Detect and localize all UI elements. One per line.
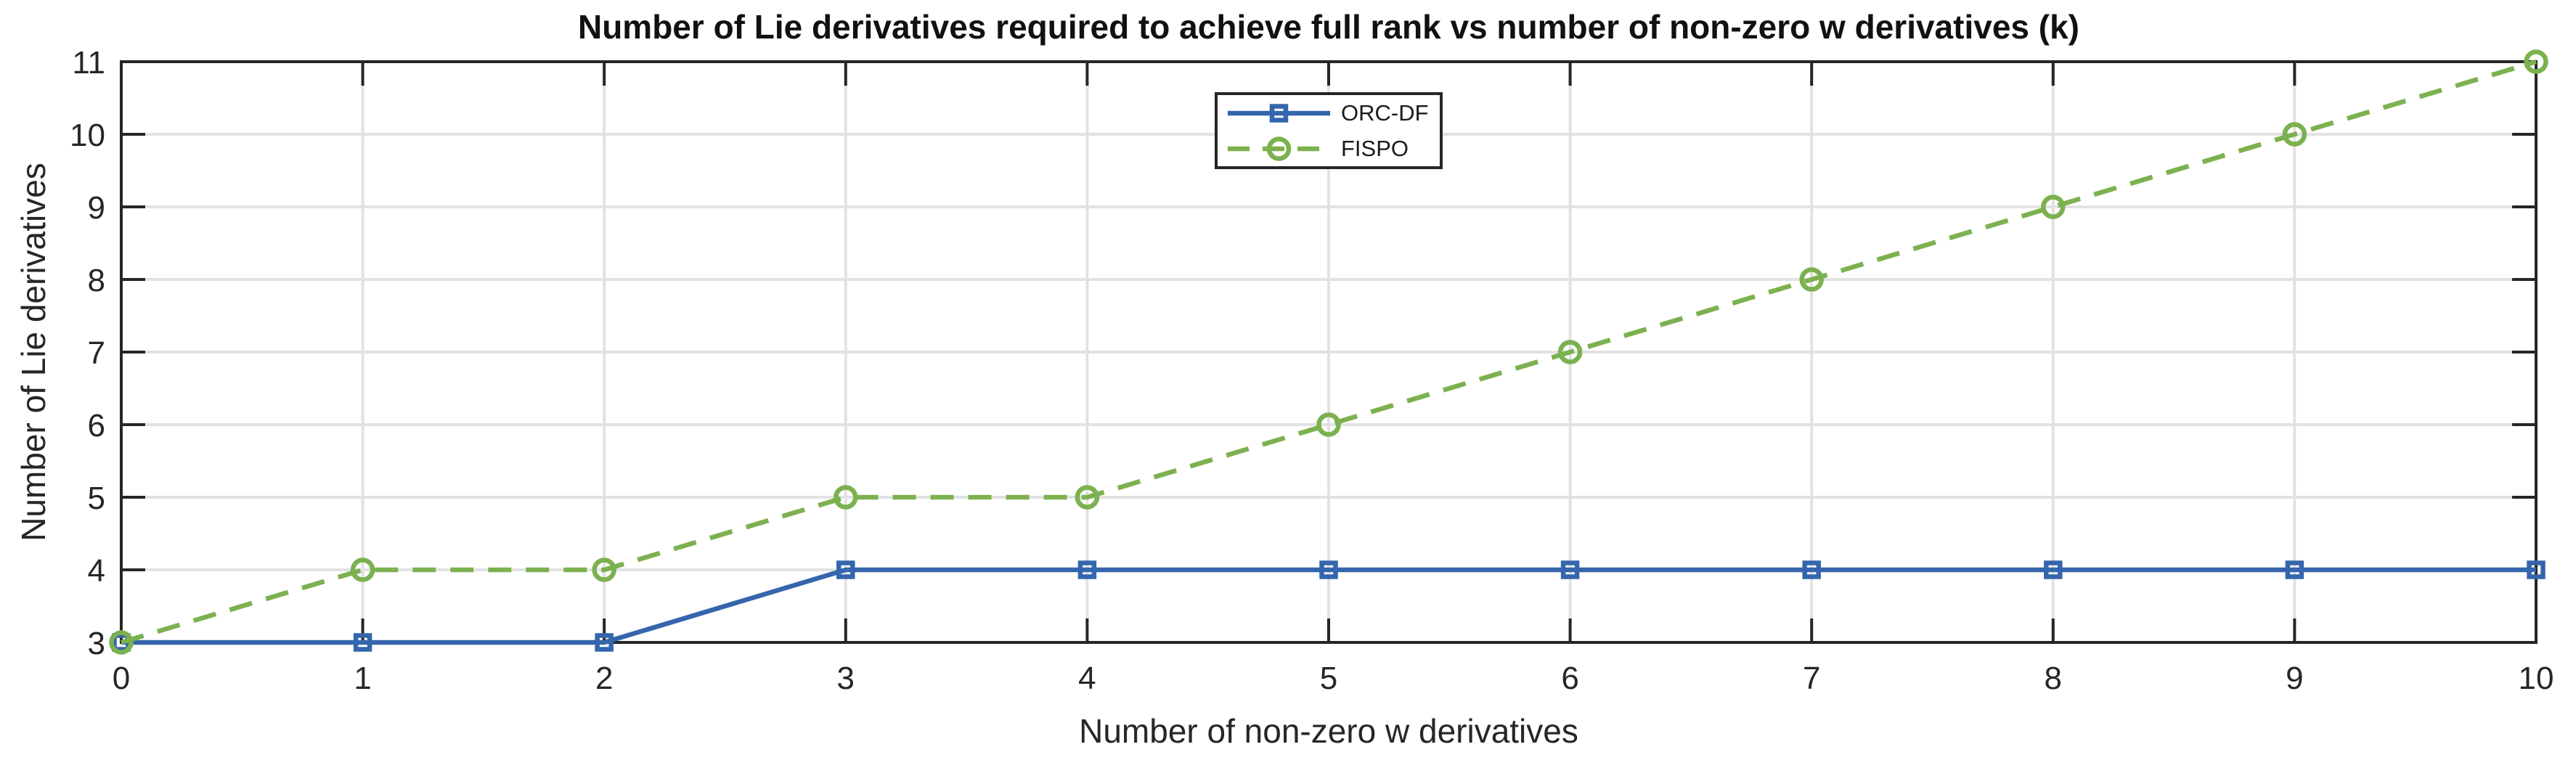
axes-box [120, 60, 2538, 644]
svg-text:10: 10 [2519, 661, 2554, 696]
series-fispo [109, 49, 2548, 655]
svg-text:4: 4 [88, 553, 105, 589]
legend-sample-fispo-line-icon [1228, 136, 1330, 161]
svg-text:5: 5 [1320, 661, 1337, 696]
x-tick-labels: 0 1 2 3 4 5 6 7 8 9 10 [113, 661, 2554, 696]
svg-text:10: 10 [70, 118, 105, 153]
svg-text:8: 8 [88, 263, 105, 298]
svg-text:7: 7 [1803, 661, 1820, 696]
legend: ORC-DF FISPO [1215, 92, 1443, 169]
legend-entry-fispo: FISPO [1226, 132, 1440, 166]
svg-text:1: 1 [354, 661, 371, 696]
svg-text:3: 3 [88, 626, 105, 661]
svg-text:8: 8 [2045, 661, 2062, 696]
y-axis-label: Number of Lie derivatives [15, 163, 52, 542]
svg-text:9: 9 [2286, 661, 2303, 696]
svg-text:5: 5 [88, 481, 105, 516]
svg-text:7: 7 [88, 335, 105, 371]
series-markers [109, 49, 2548, 655]
legend-sample-orc-df-line-icon [1228, 103, 1330, 123]
svg-text:9: 9 [88, 190, 105, 226]
legend-entry-label: ORC-DF [1341, 100, 1429, 126]
svg-text:4: 4 [1078, 661, 1096, 696]
svg-text:6: 6 [88, 408, 105, 444]
svg-text:6: 6 [1561, 661, 1578, 696]
series-markers [112, 560, 2546, 652]
chart-title: Number of Lie derivatives required to ac… [577, 8, 2079, 46]
legend-entry-label: FISPO [1341, 136, 1409, 161]
legend-entry-orc-df: ORC-DF [1226, 97, 1440, 130]
x-axis-label: Number of non-zero w derivatives [1079, 712, 1578, 750]
svg-text:11: 11 [72, 45, 105, 81]
y-tick-labels: 3 4 5 6 7 8 9 10 11 [70, 45, 105, 661]
series-orc-df [112, 560, 2546, 652]
svg-text:3: 3 [837, 661, 855, 696]
svg-text:2: 2 [595, 661, 613, 696]
svg-text:0: 0 [113, 661, 130, 696]
